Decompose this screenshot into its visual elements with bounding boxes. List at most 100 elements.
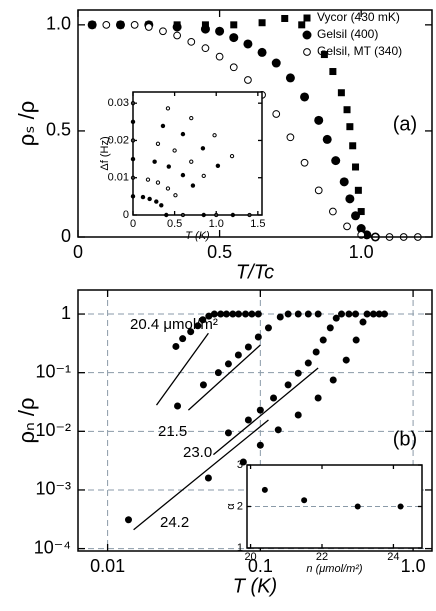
series-label: 24.2 [160,514,189,531]
data-point [243,39,253,49]
data-point [276,313,284,321]
x-tick-label: 1.0 [401,556,426,576]
x-axis-label: T (K) [185,230,210,242]
data-point [187,328,195,336]
data-point [339,177,349,187]
x-tick-label: 0 [130,218,136,230]
data-point [354,186,362,194]
data-point [201,44,210,53]
data-point [354,503,361,510]
plot-frame [77,9,433,238]
y-tick-label: 0 [123,209,129,221]
series-label: 21.5 [158,423,187,440]
x-axis-label: T (K) [233,575,277,597]
panel-label: (b) [393,428,417,450]
fit-line [155,332,209,406]
data-point [190,183,196,188]
legend-marker [302,30,312,40]
data-point [369,310,377,318]
x-tick-label: 1.5 [250,218,265,230]
data-point [229,310,237,318]
y-tick-label: 0 [61,226,71,246]
data-point [294,369,302,377]
y-tick-label: 0.03 [108,97,129,109]
data-point [166,164,171,169]
data-point [270,394,278,402]
data-point [224,429,232,437]
y-tick-label: 1 [61,303,71,323]
data-point [174,402,182,410]
data-point [200,24,210,34]
data-point [248,310,256,318]
data-point [189,115,194,121]
data-point [352,336,360,344]
y-tick-label: 1 [237,542,243,554]
data-point [155,180,161,185]
data-point [239,458,247,466]
x-tick-label: 0.01 [90,556,125,576]
data-point [204,474,212,482]
x-tick-label: 0.5 [207,242,232,262]
data-point [199,316,207,324]
data-point [172,148,177,153]
y-tick-label: 10⁻² [35,420,71,440]
y-tick-label: 2 [237,500,243,512]
data-point [234,351,242,359]
x-tick-label: 0.1 [248,556,273,576]
data-point [256,406,264,414]
data-point [154,199,159,204]
data-point [329,376,337,384]
data-point [165,106,171,111]
data-point [314,115,324,125]
data-point [210,310,218,318]
plot-frame [132,91,263,216]
data-point [217,310,225,318]
data-point [205,312,213,320]
x-tick-label: 1.0 [209,218,224,230]
data-point [264,324,272,332]
data-point [200,146,206,151]
data-point [229,63,238,72]
data-point [140,194,146,200]
data-point [172,22,182,32]
legend-marker [303,14,311,22]
data-point [304,310,312,318]
data-point [254,310,262,318]
data-point [256,441,264,449]
data-point [215,52,224,61]
data-point [329,207,337,216]
y-tick-label: 0.02 [108,134,129,146]
data-point [271,58,281,68]
legend-label: Vycor (430 mK) [317,10,400,24]
legend-marker [303,48,311,56]
data-point [235,310,243,318]
y-axis-label: Δf (Hz) [99,136,111,170]
x-tick-label: 0.5 [167,218,182,230]
data-point [331,156,341,166]
data-point [229,33,239,43]
data-point [242,310,250,318]
data-point [159,27,167,36]
data-point [397,503,404,510]
data-point [274,426,282,434]
data-point [201,173,206,179]
data-point [381,310,389,318]
data-point [257,47,267,57]
data-point [212,133,217,138]
data-point [286,133,295,142]
data-point [180,172,186,178]
data-point [160,123,166,129]
data-point [375,310,383,318]
series-label: 23.0 [183,444,212,461]
y-tick-label: 3 [237,459,243,471]
data-point [300,92,310,102]
data-point [338,310,346,318]
data-point [343,106,351,114]
data-point [180,131,186,137]
plot-frame [77,289,433,552]
x-tick-label: 20 [244,551,256,563]
data-point [314,186,323,195]
data-point [337,89,345,97]
data-point [189,159,194,164]
data-point [345,310,353,318]
